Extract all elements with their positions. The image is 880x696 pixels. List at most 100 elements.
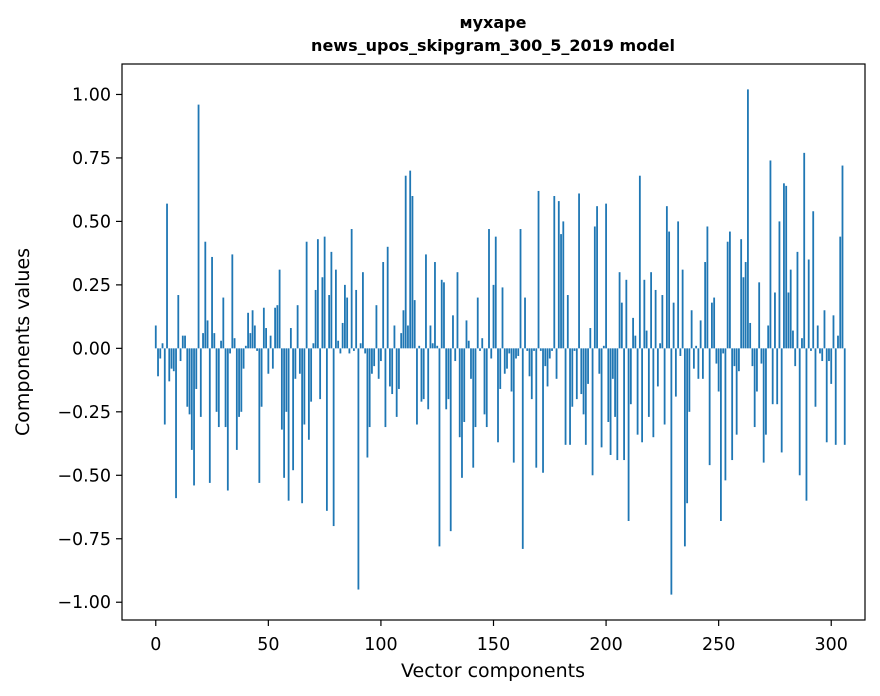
bar-117 — [418, 346, 420, 349]
bar-194 — [592, 348, 594, 475]
bar-175 — [549, 348, 551, 358]
bar-302 — [835, 348, 837, 444]
bar-56 — [281, 348, 283, 429]
x-axis: 0 50 100 150 200 250 300 — [150, 620, 848, 655]
bar-178 — [556, 348, 558, 378]
bar-47 — [261, 348, 263, 406]
bar-204 — [614, 348, 616, 417]
bar-224 — [659, 343, 661, 348]
bar-126 — [439, 348, 441, 546]
bar-286 — [799, 348, 801, 475]
bar-74 — [321, 277, 323, 348]
bar-72 — [317, 239, 319, 348]
bar-5 — [166, 204, 168, 349]
bar-132 — [452, 315, 454, 348]
bar-24 — [209, 348, 211, 483]
bar-227 — [666, 206, 668, 348]
bar-242 — [700, 320, 702, 348]
bar-173 — [544, 348, 546, 366]
bar-23 — [207, 320, 209, 348]
bar-104 — [389, 348, 391, 386]
bar-234 — [682, 270, 684, 349]
bar-115 — [414, 300, 416, 348]
bar-121 — [427, 348, 429, 409]
bar-265 — [752, 348, 754, 366]
bar-18 — [195, 348, 197, 389]
bar-261 — [743, 277, 745, 348]
bar-127 — [441, 280, 443, 349]
bar-295 — [819, 348, 821, 353]
bar-217 — [643, 280, 645, 349]
bar-267 — [756, 348, 758, 391]
bar-276 — [776, 348, 778, 404]
bar-172 — [542, 348, 544, 472]
bar-97 — [373, 348, 375, 366]
bar-14 — [186, 348, 188, 406]
x-tick-label: 100 — [364, 635, 397, 655]
bar-15 — [189, 348, 191, 414]
bar-216 — [641, 348, 643, 442]
bar-219 — [648, 348, 650, 417]
bar-95 — [369, 348, 371, 427]
bar-303 — [837, 336, 839, 349]
bar-71 — [315, 290, 317, 348]
bar-25 — [211, 257, 213, 348]
bar-136 — [461, 348, 463, 477]
bar-221 — [652, 348, 654, 437]
bar-137 — [463, 348, 465, 422]
bar-220 — [650, 272, 652, 348]
bar-223 — [657, 348, 659, 386]
bar-294 — [817, 325, 819, 348]
bar-296 — [821, 348, 823, 361]
bar-253 — [725, 348, 727, 480]
bar-211 — [630, 348, 632, 404]
bar-123 — [432, 343, 434, 348]
bar-128 — [443, 282, 445, 348]
bar-62 — [294, 348, 296, 378]
bar-202 — [610, 348, 612, 455]
y-tick-label: −0.75 — [57, 530, 111, 550]
bar-185 — [571, 348, 573, 406]
bar-37 — [238, 348, 240, 417]
bar-209 — [625, 280, 627, 349]
bar-35 — [234, 338, 236, 348]
bar-9 — [175, 348, 177, 498]
bar-34 — [231, 254, 233, 348]
bar-187 — [576, 348, 578, 399]
bar-6 — [168, 348, 170, 381]
bar-33 — [229, 348, 231, 353]
bar-237 — [688, 348, 690, 411]
bar-235 — [684, 348, 686, 546]
bar-90 — [358, 348, 360, 589]
bar-208 — [623, 348, 625, 460]
bar-153 — [499, 348, 501, 389]
bar-283 — [792, 331, 794, 349]
bar-81 — [337, 341, 339, 349]
y-tick-label: −0.50 — [57, 466, 111, 486]
bar-80 — [335, 270, 337, 349]
bar-130 — [448, 348, 450, 399]
bar-113 — [409, 171, 411, 349]
bar-170 — [538, 191, 540, 348]
bar-2 — [159, 348, 161, 358]
bar-259 — [738, 348, 740, 371]
bar-7 — [171, 348, 173, 368]
bar-105 — [391, 348, 393, 394]
bar-158 — [511, 348, 513, 391]
bar-257 — [734, 348, 736, 366]
bar-45 — [256, 348, 258, 351]
bar-4 — [164, 348, 166, 424]
bar-222 — [655, 290, 657, 348]
bar-3 — [162, 343, 164, 348]
bar-218 — [646, 331, 648, 349]
bar-281 — [788, 292, 790, 348]
bar-270 — [763, 348, 765, 462]
bar-250 — [718, 348, 720, 391]
bar-0 — [155, 325, 157, 348]
bar-271 — [765, 348, 767, 434]
bar-87 — [351, 229, 353, 348]
bar-293 — [815, 348, 817, 406]
bar-31 — [225, 348, 227, 427]
bar-182 — [565, 348, 567, 444]
bar-69 — [310, 348, 312, 401]
